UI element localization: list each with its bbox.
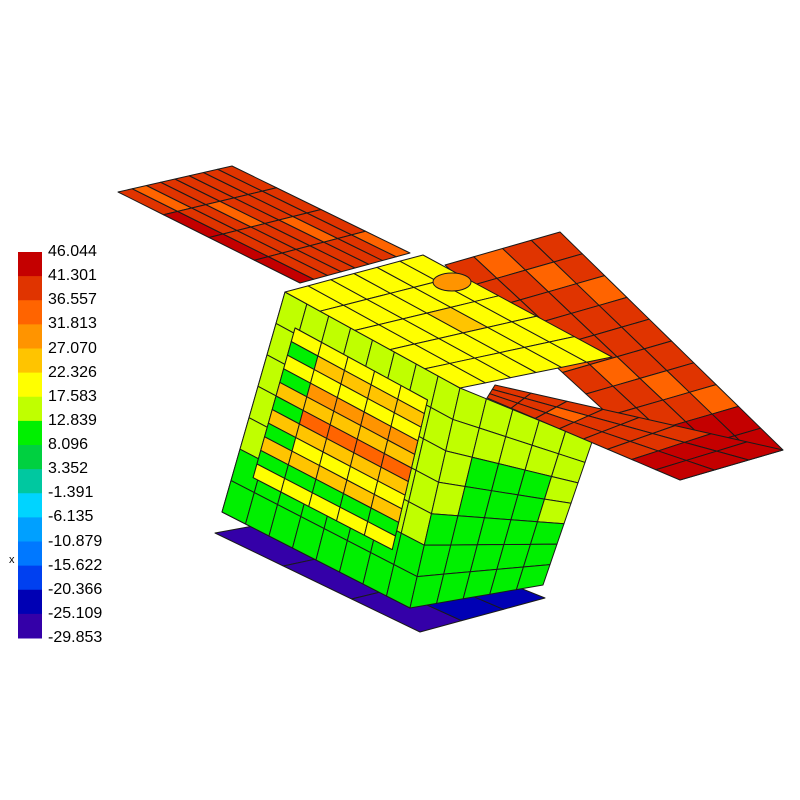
antenna-disc	[432, 272, 472, 292]
legend-label: -25.109	[48, 604, 103, 622]
legend-label: 41.301	[48, 267, 97, 285]
legend-label: -20.366	[48, 580, 103, 598]
legend-swatch	[18, 613, 42, 639]
legend-swatch	[18, 396, 42, 422]
legend-label: 46.044	[48, 243, 97, 260]
legend-swatch	[18, 493, 42, 518]
body-shelf-cell	[363, 521, 396, 551]
legend-label: 27.070	[48, 339, 97, 357]
legend-label: 3.352	[48, 460, 89, 478]
body-top-face-cell	[548, 336, 613, 363]
axis-label-x: x	[9, 554, 15, 566]
legend-swatch	[18, 324, 42, 349]
right-solar-panel-front-cell	[655, 459, 715, 481]
left-solar-panel-cell	[351, 230, 411, 258]
legend-label: 31.813	[48, 315, 97, 333]
body-right-face-cell	[515, 564, 551, 591]
legend-label: 8.096	[48, 436, 89, 453]
legend-swatch	[18, 565, 42, 591]
legend-label: -6.135	[48, 508, 94, 526]
legend-swatch	[18, 420, 42, 446]
legend-swatch	[18, 469, 42, 494]
legend-label: -1.391	[48, 484, 94, 502]
legend-label: 36.557	[48, 291, 97, 309]
legend-label: 22.326	[48, 363, 97, 381]
legend-swatch	[18, 276, 42, 301]
legend-swatch	[18, 589, 42, 615]
legend-label: 12.839	[48, 411, 97, 429]
legend-swatch	[18, 541, 42, 567]
legend-swatch	[18, 372, 42, 398]
legend-label: -10.879	[48, 532, 103, 550]
legend-swatch	[18, 348, 42, 374]
legend-label: 17.583	[48, 387, 97, 405]
legend-swatch	[18, 517, 42, 542]
legend-label: -15.622	[48, 556, 103, 574]
legend-label: -29.853	[48, 629, 103, 646]
legend-swatch	[18, 300, 42, 325]
legend-swatch	[18, 445, 42, 470]
legend-swatch	[18, 252, 42, 277]
